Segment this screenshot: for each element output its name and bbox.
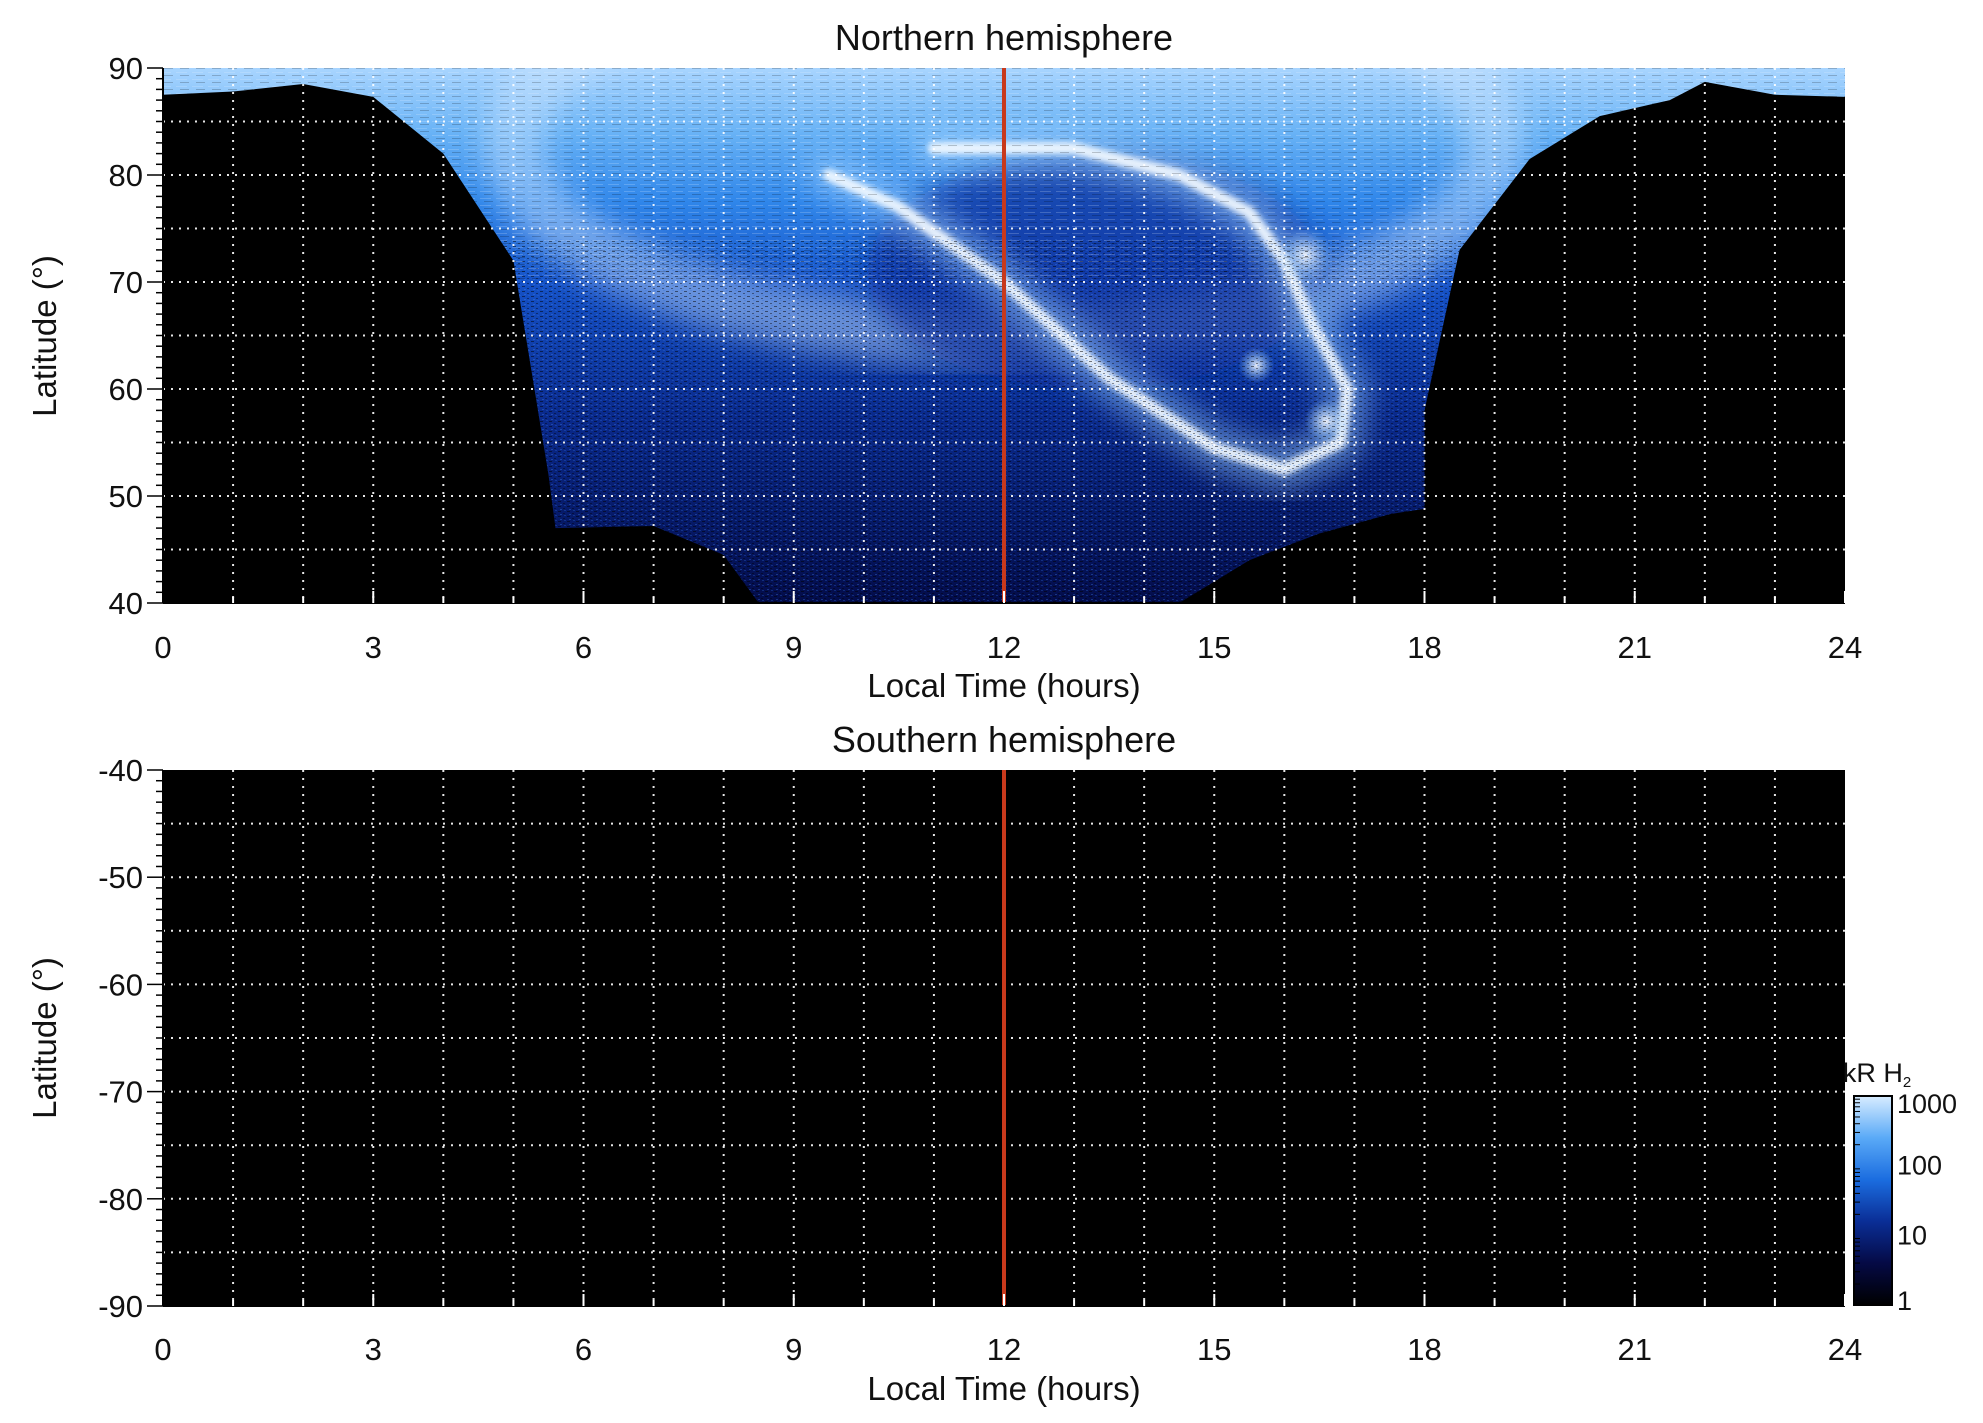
northern-x-axis-label: Local Time (hours)	[867, 667, 1140, 704]
colorbar-gradient	[1853, 1095, 1893, 1306]
southern-x-axis-label: Local Time (hours)	[867, 1370, 1140, 1407]
southern-panel-title: Southern hemisphere	[832, 719, 1176, 760]
colorbar-ticks: 1000 100 10 1	[1854, 1089, 1957, 1316]
x-tick-label: 15	[1197, 630, 1231, 665]
y-tick-label: -90	[98, 1289, 143, 1324]
x-tick-label: 9	[785, 630, 802, 665]
x-tick-label: 6	[575, 630, 592, 665]
colorbar-tick-label: 10	[1897, 1220, 1927, 1250]
x-tick-label: 18	[1407, 630, 1441, 665]
southern-panel: Southern hemisphere 0 3 6 9 12 15 18 21 24 -40 -5…	[26, 719, 1862, 1407]
y-tick-label: 60	[109, 372, 143, 407]
colorbar-label: kR H2	[1843, 1058, 1911, 1091]
northern-y-axis-label: Latitude (°)	[26, 255, 63, 417]
colorbar-tick-label: 1	[1897, 1286, 1912, 1316]
x-tick-label: 6	[575, 1332, 592, 1367]
x-tick-label: 9	[785, 1332, 802, 1367]
x-tick-label: 21	[1618, 1332, 1652, 1367]
y-tick-label: 80	[109, 158, 143, 193]
colorbar: kR H2 1000 100 10 1	[1843, 1058, 1957, 1316]
x-tick-label: 18	[1407, 1332, 1441, 1367]
y-tick-label: 50	[109, 479, 143, 514]
northern-x-axis: 0 3 6 9 12 15 18 21 24	[154, 591, 1862, 665]
y-tick-label: 40	[109, 586, 143, 621]
southern-x-axis: 0 3 6 9 12 15 18 21 24	[154, 1294, 1862, 1367]
y-tick-label: -80	[98, 1182, 143, 1217]
northern-panel: Northern hemisphere 0 3 6 9 12 15 18 21 24 40 50 6…	[26, 17, 1862, 704]
y-tick-label: -50	[98, 860, 143, 895]
y-tick-label: -70	[98, 1075, 143, 1110]
y-tick-label: -40	[98, 753, 143, 788]
colorbar-label-subscript: 2	[1903, 1074, 1911, 1091]
x-tick-label: 3	[365, 630, 382, 665]
x-tick-label: 24	[1828, 1332, 1862, 1367]
colorbar-label-prefix: kR H	[1843, 1058, 1903, 1088]
y-tick-label: -60	[98, 967, 143, 1002]
x-tick-label: 0	[154, 630, 171, 665]
y-tick-label: 90	[109, 51, 143, 86]
colorbar-tick-label: 100	[1897, 1151, 1942, 1181]
x-tick-label: 15	[1197, 1332, 1231, 1367]
southern-y-axis: -40 -50 -60 -70 -80 -90	[98, 753, 164, 1324]
southern-y-axis-label: Latitude (°)	[26, 957, 63, 1119]
y-tick-label: 70	[109, 265, 143, 300]
colorbar-tick-label: 1000	[1897, 1089, 1957, 1119]
northern-y-axis: 40 50 60 70 80 90	[109, 51, 164, 621]
x-tick-label: 21	[1618, 630, 1652, 665]
x-tick-label: 0	[154, 1332, 171, 1367]
northern-panel-title: Northern hemisphere	[835, 17, 1173, 58]
x-tick-label: 24	[1828, 630, 1862, 665]
x-tick-label: 3	[365, 1332, 382, 1367]
x-tick-label: 12	[987, 1332, 1021, 1367]
x-tick-label: 12	[987, 630, 1021, 665]
